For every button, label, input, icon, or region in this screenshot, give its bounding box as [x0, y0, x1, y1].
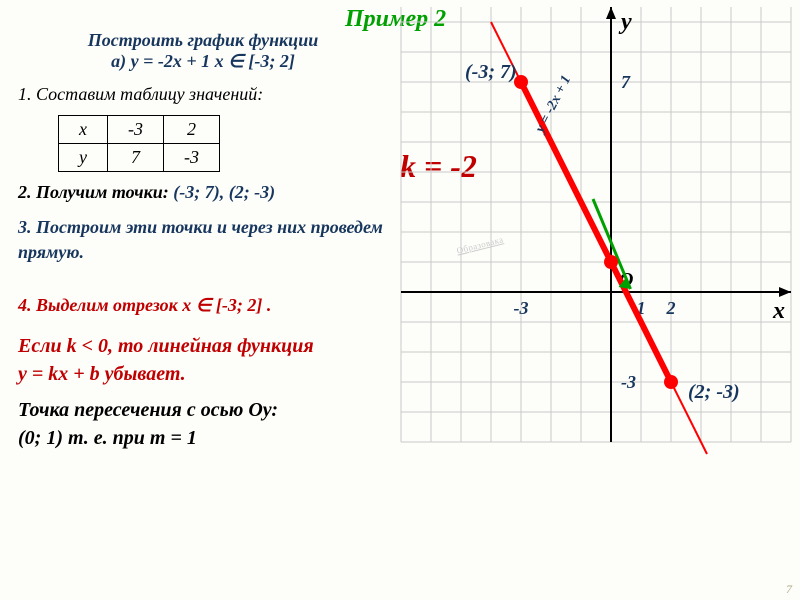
value-table: х -3 2 у 7 -3: [58, 115, 220, 172]
svg-text:7: 7: [621, 72, 631, 92]
svg-text:у = -2х + 1: у = -2х + 1: [532, 73, 574, 137]
svg-text:(2; -3): (2; -3): [688, 381, 740, 403]
step3: 3. Построим эти точки и через них провед…: [18, 215, 388, 265]
table-row: у 7 -3: [59, 144, 220, 172]
intersect1: Точка пересечения с осью Оу:: [18, 396, 388, 424]
step1: 1. Составим таблицу значений:: [18, 84, 388, 105]
conclusion1: Если k < 0, то линейная функция: [18, 332, 388, 360]
svg-text:(-3; 7): (-3; 7): [465, 61, 517, 83]
table-cell: 7: [108, 144, 164, 172]
svg-text:-3: -3: [621, 372, 636, 392]
table-cell: х: [59, 116, 108, 144]
step2: 2. Получим точки: (-3; 7), (2; -3): [18, 182, 388, 203]
page-number: 7: [786, 582, 792, 597]
chart-svg: хуO-3127-3у = -2х + 1(-3; 7)(2; -3): [400, 0, 800, 460]
left-panel: Построить график функции а) у = -2х + 1 …: [18, 30, 388, 452]
conclusion2: у = kх + b убывает.: [18, 360, 388, 388]
table-cell: -3: [164, 144, 220, 172]
svg-text:-3: -3: [514, 298, 529, 318]
table-cell: -3: [108, 116, 164, 144]
svg-text:х: х: [772, 298, 785, 324]
table-cell: у: [59, 144, 108, 172]
chart: хуO-3127-3у = -2х + 1(-3; 7)(2; -3): [400, 0, 800, 460]
table-cell: 2: [164, 116, 220, 144]
table-row: х -3 2: [59, 116, 220, 144]
step2-points: (-3; 7), (2; -3): [173, 182, 275, 202]
svg-text:у: у: [618, 9, 632, 35]
task-line1: Построить график функции: [18, 30, 388, 51]
step2-prefix: 2. Получим точки:: [18, 182, 173, 202]
task-line2: а) у = -2х + 1 х ∈ [-3; 2]: [18, 51, 388, 72]
intersect2: (0; 1) т. е. при m = 1: [18, 424, 388, 452]
svg-text:2: 2: [666, 298, 676, 318]
step4: 4. Выделим отрезок x ∈ [-3; 2] .: [18, 295, 388, 316]
